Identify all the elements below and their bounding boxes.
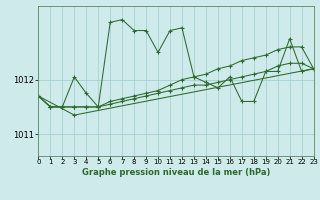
X-axis label: Graphe pression niveau de la mer (hPa): Graphe pression niveau de la mer (hPa) [82,168,270,177]
